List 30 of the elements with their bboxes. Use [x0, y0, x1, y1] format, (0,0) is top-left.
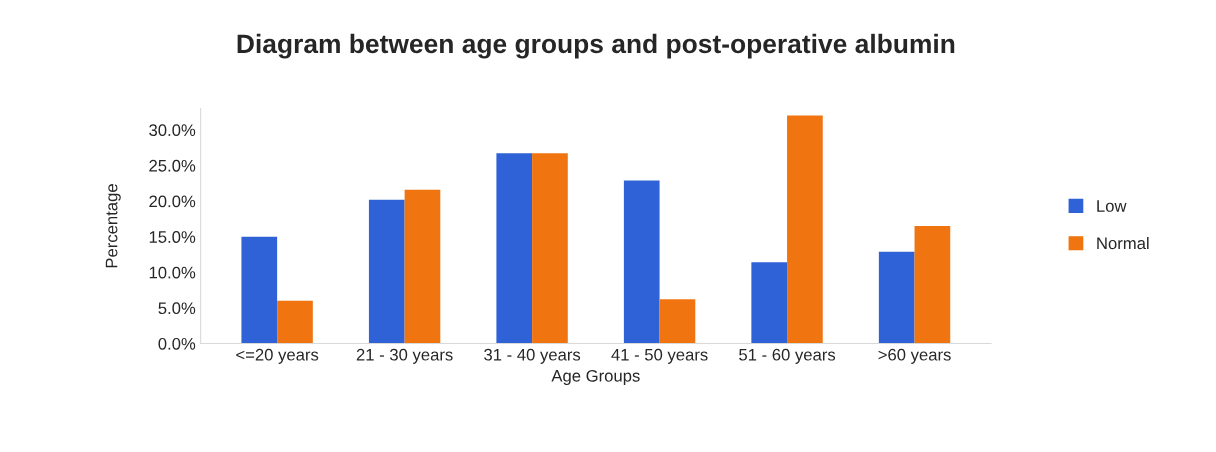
x-tick-label: 21 - 30 years: [356, 348, 453, 364]
y-tick-label: 10.0%: [149, 266, 196, 279]
x-tick-label: 31 - 40 years: [484, 348, 581, 364]
x-tick-label: 51 - 60 years: [739, 348, 836, 364]
x-tick-label: 41 - 50 years: [611, 348, 708, 364]
x-axis-title: Age Groups: [551, 369, 640, 386]
y-axis-title: Percentage: [105, 184, 121, 268]
legend-label: Normal: [1097, 236, 1149, 250]
bar: [914, 226, 951, 344]
bar: [496, 153, 533, 344]
chart-title: Diagram between age groups and post-operative albumin: [237, 33, 955, 59]
bar: [659, 299, 696, 344]
y-tick-label: 0.0%: [158, 337, 196, 350]
y-tick-label: 30.0%: [149, 124, 196, 137]
y-tick-label: 20.0%: [149, 195, 196, 208]
bar: [532, 153, 568, 344]
bar: [878, 251, 915, 344]
bar: [368, 199, 405, 344]
y-tick-label: 5.0%: [158, 302, 196, 315]
bar: [241, 236, 278, 344]
bar: [277, 300, 313, 344]
bar: [623, 180, 660, 344]
x-tick-label: >60 years: [878, 348, 951, 364]
bar: [404, 189, 441, 344]
legend-label: Low: [1097, 200, 1127, 212]
bar: [787, 115, 823, 344]
y-tick-label: 15.0%: [149, 231, 196, 243]
bar: [751, 262, 788, 344]
x-tick-label: <=20 years: [236, 348, 319, 364]
y-tick-label: 25.0%: [149, 159, 196, 172]
